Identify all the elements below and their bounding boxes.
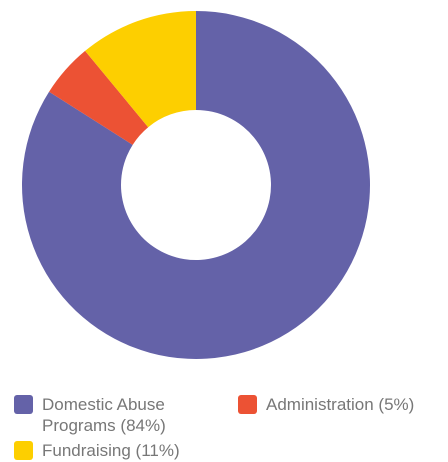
legend-label-fundraising: Fundraising (11%)	[42, 441, 180, 460]
slice-domestic-abuse-programs	[21, 11, 371, 359]
legend-swatch-administration	[238, 395, 257, 414]
legend-item-fundraising: Fundraising (11%)	[14, 440, 234, 461]
legend-label-administration: Administration (5%)	[266, 395, 415, 414]
legend-item-domestic-abuse-programs: Domestic Abuse Programs (84%)	[14, 394, 214, 436]
slice-fundraising	[85, 11, 196, 128]
legend-swatch-fundraising	[14, 441, 33, 460]
donut-chart	[21, 11, 371, 359]
slice-administration	[49, 50, 149, 145]
legend: Domestic Abuse Programs (84%) Administra…	[0, 388, 448, 462]
legend-item-administration: Administration (5%)	[238, 394, 448, 415]
legend-label-domestic-abuse-programs: Domestic Abuse Programs (84%)	[42, 395, 166, 435]
legend-swatch-domestic-abuse-programs	[14, 395, 33, 414]
